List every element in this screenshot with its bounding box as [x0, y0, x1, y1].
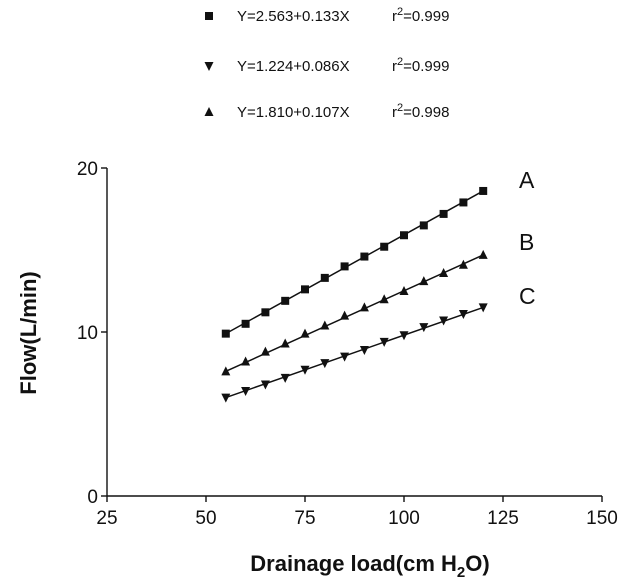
ticks: 25 50 75 100 125 150 0 10 20: [77, 159, 618, 529]
data-point: [340, 352, 350, 362]
data-point: [221, 393, 231, 403]
series-label-A: A: [519, 167, 535, 193]
legend-equation: Y=1.224+0.086X: [237, 58, 350, 75]
legend-equation: Y=2.563+0.133X: [237, 8, 350, 25]
x-tick-label: 150: [586, 508, 618, 529]
data-point: [360, 252, 369, 261]
data-point: [458, 259, 468, 269]
axes: [106, 168, 602, 497]
legend-entry-C: Y=1.224+0.086X r2=0.999: [204, 56, 449, 75]
data-point: [399, 331, 409, 341]
data-point: [301, 285, 309, 294]
y-tick-label: 0: [87, 487, 98, 508]
data-point: [221, 366, 231, 376]
data-point: [320, 320, 330, 330]
data-point: [379, 337, 389, 347]
data-point: [300, 328, 310, 338]
data-point: [419, 221, 428, 230]
series-letters: A B C: [519, 167, 536, 309]
data-point: [221, 329, 230, 338]
data-point: [241, 387, 251, 397]
x-axis-title: Drainage load(cm H2O): [250, 551, 489, 581]
legend-r2: r2=0.998: [392, 102, 449, 121]
data-point: [380, 242, 389, 251]
x-tick-label: 50: [195, 508, 216, 529]
series-A: [221, 186, 488, 338]
data-point: [340, 310, 350, 320]
data-point: [359, 346, 369, 356]
data-point: [280, 373, 290, 383]
x-tick-label: 75: [294, 508, 315, 529]
data-point: [458, 309, 468, 319]
y-axis-title: Flow(L/min): [16, 271, 41, 394]
legend-entry-A: Y=2.563+0.133X r2=0.999: [205, 6, 449, 25]
fit-line: [225, 254, 484, 373]
data-point: [419, 276, 429, 286]
legend-equation: Y=1.810+0.107X: [237, 104, 350, 121]
series-C: [221, 303, 488, 403]
x-tick-label: 125: [487, 508, 519, 529]
series-label-C: C: [519, 283, 536, 309]
data-point: [320, 359, 330, 369]
legend-marker: [205, 12, 213, 20]
data-point: [459, 198, 468, 207]
data-point: [479, 186, 488, 195]
data-point: [400, 231, 408, 240]
legend: Y=2.563+0.133X r2=0.999 Y=1.224+0.086X r2=0…: [204, 6, 449, 121]
legend-marker: [204, 62, 214, 71]
data-point: [439, 316, 449, 326]
legend-entry-B: Y=1.810+0.107X r2=0.998: [204, 102, 449, 121]
y-tick-label: 20: [77, 159, 98, 180]
data-point: [478, 249, 488, 259]
x-tick-label: 100: [388, 508, 420, 529]
data-point: [261, 308, 270, 317]
data-point: [241, 356, 251, 366]
data-point: [260, 380, 270, 390]
data-point: [280, 338, 290, 348]
data-point: [379, 294, 389, 304]
data-point: [439, 209, 448, 218]
data-point: [439, 267, 449, 277]
data-point: [281, 296, 290, 305]
data-point: [419, 323, 429, 333]
data-point: [241, 319, 250, 328]
data-point: [260, 346, 270, 356]
data-point: [359, 302, 369, 312]
y-tick-label: 10: [77, 323, 98, 344]
data-point: [399, 286, 409, 295]
legend-marker: [204, 107, 214, 116]
legend-r2: r2=0.999: [392, 56, 449, 75]
data-point: [300, 365, 310, 375]
data-point: [340, 262, 349, 271]
x-tick-label: 25: [96, 508, 117, 529]
legend-r2: r2=0.999: [392, 6, 449, 25]
data-point: [478, 303, 488, 313]
series-B: [221, 249, 488, 376]
data-point: [320, 273, 329, 282]
series-label-B: B: [519, 229, 534, 255]
series: [221, 186, 488, 403]
